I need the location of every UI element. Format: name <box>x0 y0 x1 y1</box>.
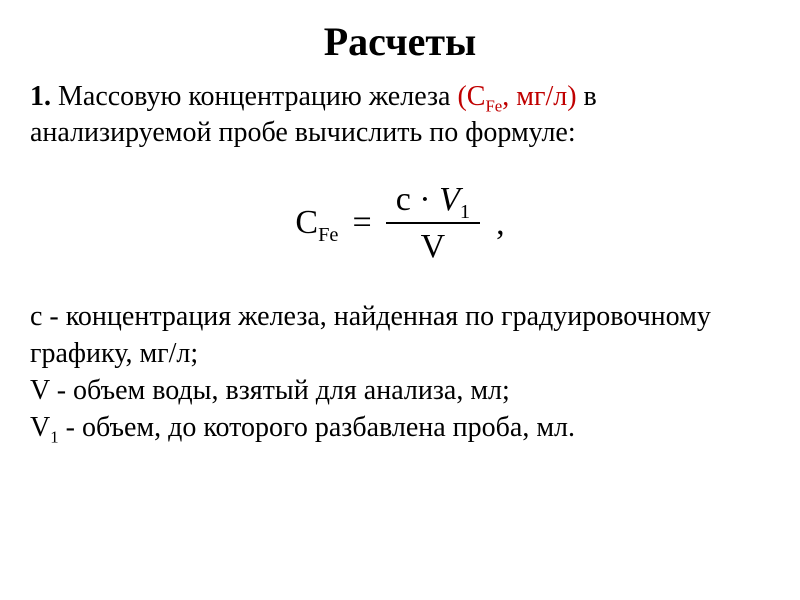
lhs-sub: Fe <box>318 224 338 246</box>
def-line-2: V - объем воды, взятый для анализа, мл; <box>30 373 770 410</box>
intro-paragraph: 1. Массовую концентрацию железа (СFe, мг… <box>30 79 770 151</box>
slide-title: Расчеты <box>30 18 770 65</box>
fraction-numerator: c · V1 <box>386 181 480 224</box>
num-v-italic: V <box>439 181 460 218</box>
num-c: c <box>396 181 411 218</box>
formula-comma: , <box>496 207 505 241</box>
symbol-close: , мг/л) <box>502 81 576 112</box>
slide: Расчеты 1. Массовую концентрацию железа … <box>0 0 800 600</box>
num-v-sub: 1 <box>460 200 470 222</box>
definitions: с - концентрация железа, найденная по гр… <box>30 299 770 447</box>
symbol-cfe: (СFe, мг/л) <box>457 81 576 112</box>
def3-sub: 1 <box>50 428 58 447</box>
intro-text-1: Массовую концентрацию железа <box>51 81 457 112</box>
num-dot: · <box>419 181 430 218</box>
num-v: V1 <box>439 181 470 218</box>
fraction-denominator: V <box>411 224 456 265</box>
symbol-open: (С <box>457 81 485 112</box>
formula-fraction: c · V1 V <box>386 181 480 266</box>
lhs-c: C <box>295 204 318 241</box>
formula: CFe = c · V1 V , <box>30 181 770 266</box>
item-number: 1. <box>30 81 51 112</box>
def3-rest: - объем, до которого разбавлена проба, м… <box>59 412 575 443</box>
def3-v: V <box>30 412 50 443</box>
formula-row: CFe = c · V1 V , <box>295 181 504 266</box>
def-line-1: с - концентрация железа, найденная по гр… <box>30 299 770 373</box>
def-line-3: V1 - объем, до которого разбавлена проба… <box>30 410 770 447</box>
formula-lhs: CFe <box>295 206 338 240</box>
symbol-sub: Fe <box>485 97 502 116</box>
formula-eq: = <box>353 206 372 240</box>
